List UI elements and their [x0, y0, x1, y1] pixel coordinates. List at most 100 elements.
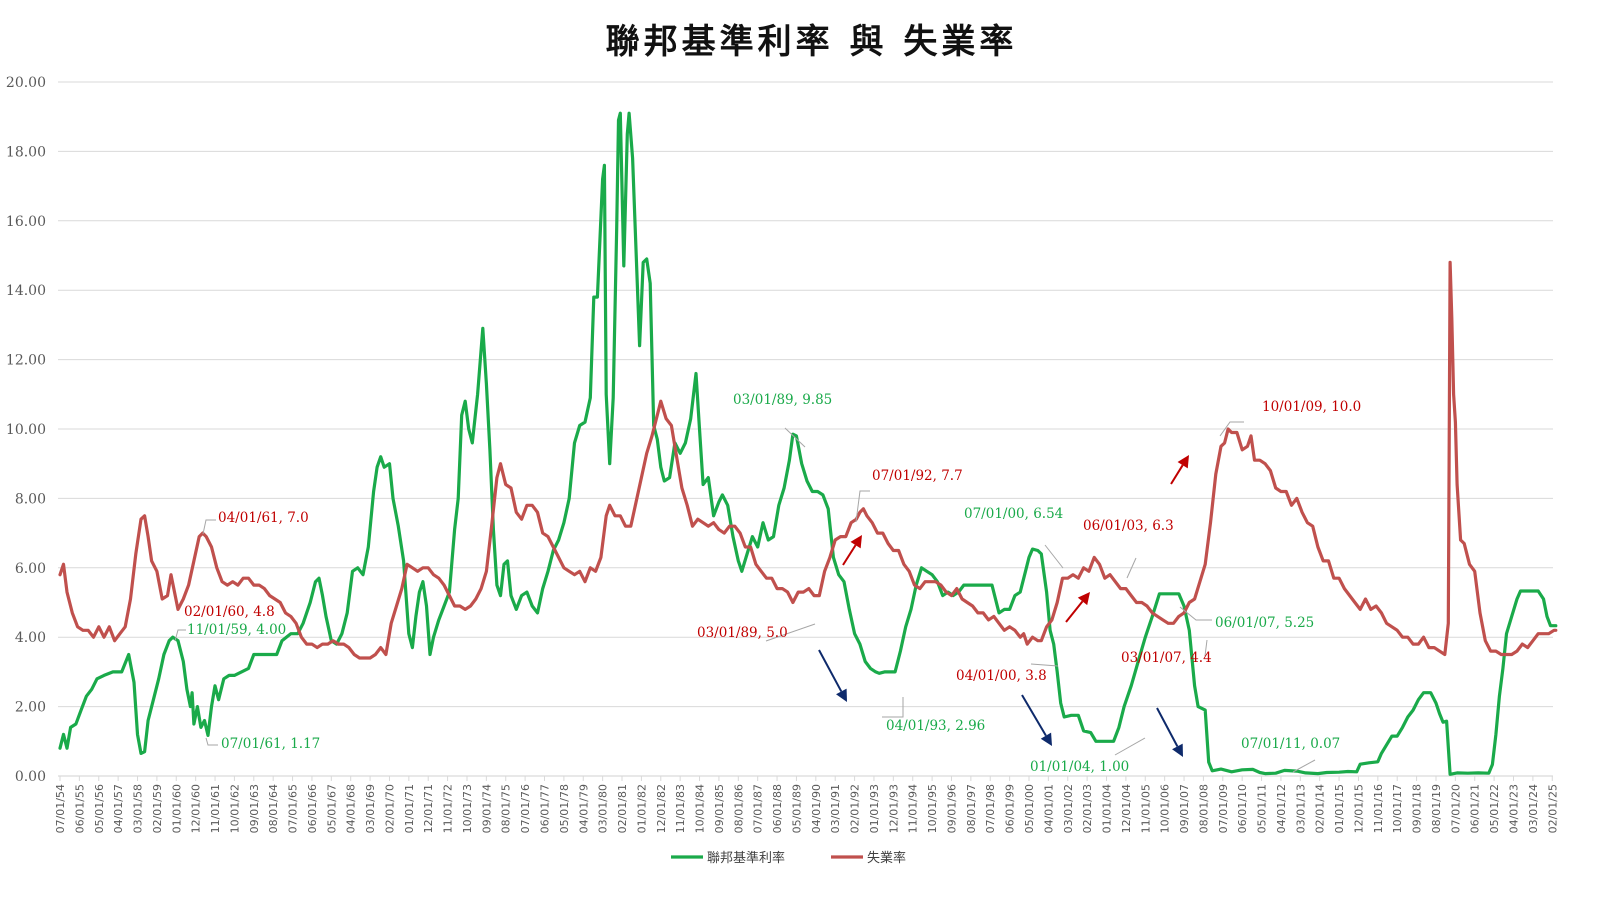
leader-line	[202, 519, 216, 535]
x-tick-label: 09/01/96	[945, 784, 958, 833]
data-label: 07/01/92, 7.7	[872, 468, 963, 484]
x-tick-label: 08/01/08	[1197, 784, 1210, 833]
arrowhead-icon	[1040, 732, 1052, 746]
data-label: 03/01/89, 9.85	[733, 392, 832, 408]
leader-line	[1030, 663, 1059, 667]
x-axis: 07/01/54 06/01/55 05/01/56 04/01/57 03/01/58…	[54, 775, 1559, 833]
x-tick-label: 04/01/12	[1275, 784, 1288, 833]
data-label: 06/01/03, 6.3	[1083, 518, 1174, 534]
x-tick-label: 04/01/79	[577, 784, 590, 833]
leader-line	[784, 427, 806, 448]
x-tick-label: 05/01/00	[1023, 784, 1036, 833]
x-tick-label: 08/01/86	[732, 784, 745, 833]
leader-line	[1204, 639, 1208, 657]
leader-line	[1126, 557, 1137, 579]
x-tick-label: 03/01/80	[597, 784, 610, 833]
x-tick-label: 10/01/17	[1391, 784, 1404, 833]
x-tick-label: 11/01/05	[1139, 784, 1152, 833]
x-tick-label: 03/01/13	[1294, 784, 1307, 833]
x-tick-label: 09/01/07	[1178, 784, 1191, 833]
x-tick-label: 01/01/60	[170, 784, 183, 833]
legend: 聯邦基準利率 失業率	[671, 850, 906, 866]
data-label: 03/01/89, 5.0	[697, 625, 788, 641]
x-tick-label: 05/01/56	[93, 784, 106, 833]
x-tick-label: 06/01/21	[1469, 784, 1482, 833]
leader-line	[765, 623, 816, 642]
x-tick-label: 06/01/88	[771, 784, 784, 833]
x-tick-label: 10/01/84	[694, 784, 707, 833]
x-tick-label: 02/01/70	[383, 784, 396, 833]
chart-title: 聯邦基準利率 與 失業率	[605, 22, 1018, 62]
y-tick-label: 4.00	[15, 630, 46, 646]
y-tick-label: 20.00	[6, 75, 46, 91]
y-tick-label: 10.00	[6, 422, 46, 438]
legend-label: 聯邦基準利率	[707, 850, 785, 866]
x-tick-label: 01/01/04	[1101, 784, 1114, 833]
x-tick-label: 11/01/61	[209, 784, 222, 833]
data-label: 11/01/59, 4.00	[187, 622, 286, 638]
x-tick-label: 12/01/60	[190, 784, 203, 833]
x-tick-label: 01/01/71	[403, 784, 416, 833]
x-tick-label: 05/01/11	[1256, 784, 1269, 833]
x-tick-label: 04/01/68	[345, 784, 358, 833]
x-tick-label: 09/01/74	[480, 784, 493, 833]
x-tick-label: 12/01/93	[887, 784, 900, 833]
leader-line	[205, 737, 218, 746]
x-tick-label: 04/01/57	[112, 784, 125, 833]
x-tick-label: 01/01/15	[1333, 784, 1346, 833]
x-tick-label: 02/01/59	[151, 784, 164, 833]
data-label: 02/01/60, 4.8	[184, 604, 275, 620]
leader-line	[1114, 737, 1146, 756]
x-tick-label: 12/01/15	[1352, 784, 1365, 833]
x-tick-label: 09/01/85	[713, 784, 726, 833]
y-tick-label: 6.00	[15, 561, 46, 577]
gridlines	[58, 81, 1553, 708]
data-label: 10/01/09, 10.0	[1262, 399, 1361, 415]
x-tick-label: 02/01/92	[849, 784, 862, 833]
x-tick-label: 07/01/54	[54, 784, 67, 833]
data-label: 03/01/07, 4.4	[1121, 650, 1212, 666]
trend-arrows	[818, 455, 1189, 757]
data-label: 04/01/61, 7.0	[218, 510, 309, 526]
x-tick-label: 06/01/66	[306, 784, 319, 833]
x-tick-label: 09/01/63	[248, 784, 261, 833]
x-tick-label: 10/01/06	[1159, 784, 1172, 833]
x-tick-label: 12/01/82	[655, 784, 668, 833]
arrowhead-icon	[1172, 743, 1183, 757]
x-tick-label: 04/01/90	[810, 784, 823, 833]
leader-line	[855, 490, 870, 523]
arrow-down-right-icon	[1156, 707, 1179, 747]
series-lines	[58, 111, 1558, 776]
arrow-up-right-icon	[842, 544, 857, 566]
x-tick-label: 11/01/16	[1372, 784, 1385, 833]
arrow-down-right-icon	[818, 649, 843, 692]
arrow-up-right-icon	[1065, 600, 1084, 623]
x-tick-label: 11/01/72	[442, 784, 455, 833]
x-tick-label: 07/01/87	[752, 784, 765, 833]
x-tick-label: 02/01/03	[1081, 784, 1094, 833]
x-tick-label: 08/01/97	[965, 784, 978, 833]
x-tick-label: 06/01/10	[1236, 784, 1249, 833]
x-tick-label: 01/01/82	[635, 784, 648, 833]
x-tick-label: 12/01/71	[422, 784, 435, 833]
data-label: 07/01/00, 6.54	[964, 506, 1063, 522]
arrowhead-icon	[850, 535, 862, 549]
x-tick-label: 05/01/22	[1488, 784, 1501, 833]
leader-line	[1179, 606, 1212, 621]
arrowhead-icon	[836, 688, 847, 702]
y-tick-label: 16.00	[6, 214, 46, 230]
x-tick-label: 05/01/78	[558, 784, 571, 833]
arrowhead-icon	[1077, 592, 1090, 606]
leader-line	[174, 629, 186, 642]
leader-line	[1292, 759, 1316, 773]
data-label: 01/01/04, 1.00	[1030, 759, 1129, 775]
x-tick-label: 06/01/99	[1004, 784, 1017, 833]
arrowhead-icon	[1177, 455, 1189, 469]
x-tick-label: 02/01/25	[1546, 784, 1559, 833]
data-label: 04/01/93, 2.96	[886, 718, 985, 734]
x-tick-label: 10/01/62	[228, 784, 241, 833]
x-tick-label: 07/01/65	[287, 784, 300, 833]
x-tick-label: 05/01/67	[325, 784, 338, 833]
y-tick-label: 8.00	[15, 491, 46, 507]
x-tick-label: 10/01/73	[461, 784, 474, 833]
